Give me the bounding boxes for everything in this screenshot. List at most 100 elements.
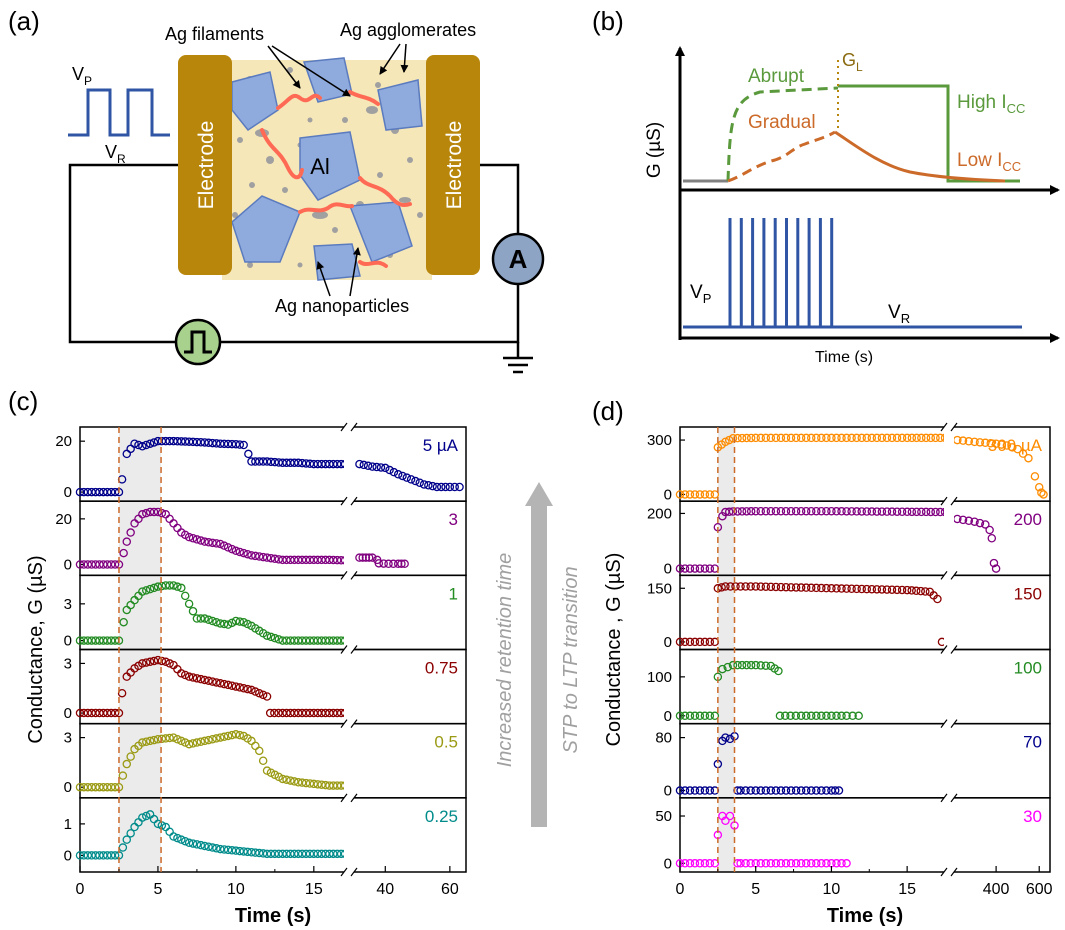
chart-c-point-4-a-17-0 [309,779,319,789]
panel-b-ylabel: G (µS) [644,122,665,178]
chart-d-point-4-a-8-1 [741,786,750,795]
chart-c-point-1-a-11-1 [188,534,198,543]
chart-c-break-mark-b-4 [350,719,358,729]
chart-c-ytick-label-4-1: 3 [64,730,72,747]
chart-d-point-3-a-5-0 [751,660,760,670]
chart-c-point-1-a-12-2 [208,538,217,548]
chart-c-series-2 [75,581,350,645]
chart-d-point-3-a-10-2 [837,711,846,721]
chart-c-point-0-a-15-0 [244,449,253,459]
chart-c-point-5-a-12-3 [243,847,252,857]
retention-text-1: Increased retention time [494,553,516,768]
chart-d-break-mark-a-2 [940,570,948,580]
chart-c-point-4-a-10-1 [235,730,245,740]
chart-c-point-0-b-1-1 [372,462,381,472]
chart-d-series-label-0: 300 µA [988,436,1043,455]
chart-c-point-0-b-0-1 [359,460,369,470]
chart-c-point-3-a-13-2 [223,680,233,690]
chart-c-point-0-b-3-0 [393,470,403,479]
chart-c-point-2-a-12-1 [196,614,206,623]
chart-c-point-2-a-19-3 [274,635,283,644]
chart-d-point-5-a-8-0 [736,859,745,868]
chart-d-ylabel: Conductance , G (µS) [603,553,625,747]
chart-c-point-4-a-5-3 [165,733,174,743]
chart-d-point-1-a-8-4 [921,507,931,517]
chart-c-point-5-a-10-1 [204,842,213,851]
chart-d-point-0-a-6-0 [796,433,806,443]
ammeter-label: A [509,244,528,274]
chart-c-point-4-a-8-2 [208,734,217,744]
retention-arrow: Increased retention time STP to LTP tran… [494,482,582,827]
chart-c-point-1-a-12-0 [200,537,209,546]
chart-d-point-4-a-9-2 [776,786,786,795]
chart-d-point-0-a-0-1 [680,490,690,499]
chart-d-point-4-a-0-6 [705,786,715,795]
chart-d-series-4 [675,732,844,795]
chart-d-point-2-a-5-4 [847,584,856,594]
chart-d-series-2 [675,582,947,647]
chart-d-ytick-label-4-0: 0 [664,783,672,800]
chart-d-ytick-label-2-0: 0 [664,634,672,651]
chart-c-point-5-a-13-2 [255,848,264,858]
chart-d-point-2-a-4-5 [776,582,786,592]
chart-c-point-3-a-10-1 [180,670,190,680]
chart-d-xtick-label-a-1: 5 [751,881,760,898]
chart-d-point-2-a-6-0 [902,585,912,595]
chart-d-point-1-a-6-4 [771,506,781,516]
chart-c-point-3-a-14-1 [235,683,245,692]
chart-d-point-0-a-5-5 [776,433,786,443]
chart-d-ytick-label-0-1: 300 [647,432,672,449]
chart-d-point-3-a-9-5 [822,711,831,721]
chart-d-point-2-a-4-6 [781,582,791,592]
chart-d-point-1-a-6-7 [786,506,796,516]
chart-c-point-0-a-13-1 [235,440,245,449]
chart-d-point-2-a-5-12 [887,585,897,594]
chart-d-point-0-a-8-3 [872,433,882,443]
chart-d-point-1-a-8-1 [907,507,917,517]
chart-c-point-0-b-2-2 [389,467,399,477]
chart-c-point-5-a-9-1 [188,839,198,848]
retention-text-2: STP to LTP transition [560,566,582,753]
chart-c-point-1-a-12-3 [212,539,221,548]
chart-c-point-1-a-13-2 [223,543,233,552]
chart-c-point-4-a-2-0 [122,759,132,769]
chart-d-point-1-a-5-4 [746,507,756,516]
chart-d-break-mark-a-6 [940,867,948,877]
chart-c-point-0-b-0-2 [363,461,373,471]
chart-d-ytick-label-0-0: 0 [664,486,672,503]
chart-c-point-1-a-13-3 [227,544,237,554]
chart-c-break-mark-a-0 [340,422,348,432]
chart-c-point-5-a-8-0 [169,832,178,841]
chart-c-ytick-label-4-0: 0 [64,779,72,796]
chart-d-point-3-a-11-1 [848,711,857,721]
chart-d-point-0-b-7-0 [1034,482,1044,492]
chart-c-point-4-a-7-0 [184,739,194,749]
chart-d-break-mark-b-6 [950,867,958,877]
chart-c-point-1-a-5-0 [138,510,147,519]
chart-c-series-4 [75,730,350,792]
chart-d-point-2-a-4-9 [796,583,806,592]
chart-c-point-1-a-6-1 [149,507,159,517]
electrode-right [426,55,480,275]
gradual-label: Gradual [748,112,816,133]
ag-filaments-arrow-1 [267,45,301,89]
chart-d-point-3-a-8-1 [780,711,790,721]
electrode-right-label: Electrode [443,121,466,210]
chart-d-point-0-a-9-7 [936,433,945,443]
chart-c-point-1-a-14-0 [231,546,241,556]
chart-c-point-1-b-0-1 [358,553,367,562]
vr-label-a: VR [105,142,126,166]
chart-d-point-3-a-0-5 [700,711,710,721]
chart-d-point-0-a-5-4 [771,433,781,443]
chart-d-point-3-a-9-0 [796,711,806,721]
chart-c-point-4-a-7-3 [196,737,206,746]
chart-c-point-4-a-15-3 [290,777,299,786]
chart-c-point-0-b-2-1 [385,465,394,475]
chart-c-point-0-a-4-0 [130,439,139,448]
chart-d-point-0-a-0-6 [705,490,715,499]
chart-c-point-4-a-4-1 [141,737,151,746]
chart-d-point-4-a-10-1 [801,786,811,795]
chart-c-ylabel: Conductance, G (µS) [25,555,47,743]
ammeter-icon [491,232,545,286]
chart-d-point-2-a-6-3 [916,586,926,596]
